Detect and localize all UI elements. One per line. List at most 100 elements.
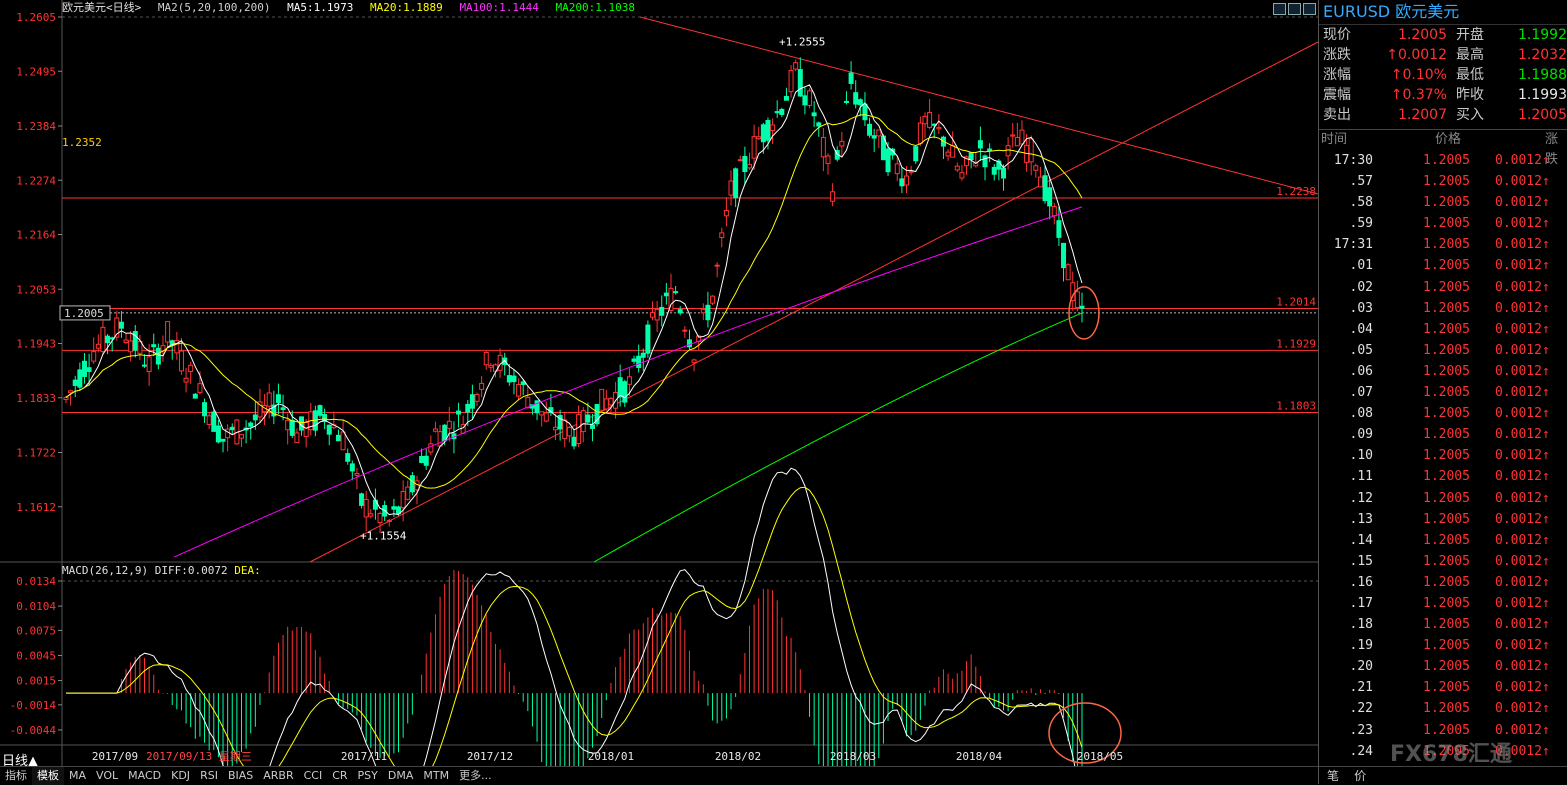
ticks-header-change: 涨跌 — [1545, 132, 1559, 167]
candle-body — [1014, 137, 1020, 147]
tab-cci[interactable]: CCI — [303, 769, 323, 782]
tick-row: .09 1.2005 0.0012↑ — [1319, 424, 1567, 445]
tab-kdj[interactable]: KDJ — [171, 769, 191, 782]
tick-price: 1.2005 — [1423, 195, 1470, 211]
candle-body — [118, 321, 124, 329]
candle-body — [322, 413, 328, 422]
candle-body — [765, 120, 771, 141]
candle-body — [733, 168, 739, 199]
candle-body — [289, 419, 295, 436]
candle-body — [174, 340, 180, 354]
tick-price: 1.2005 — [1423, 237, 1470, 253]
candle-body — [432, 428, 438, 432]
tick-change: 0.0012↑ — [1495, 574, 1550, 590]
tick-change: 0.0012↑ — [1495, 363, 1550, 379]
candle-body — [1079, 305, 1085, 309]
candle-body — [1056, 220, 1062, 238]
tick-change: 0.0012↑ — [1495, 258, 1550, 274]
quote-row: 震幅 ↑0.37% 昨收 1.1993 — [1319, 85, 1567, 105]
ma5-value: MA5:1.1973 — [287, 1, 354, 14]
y-tick-label: 1.1722 — [16, 447, 56, 460]
candle-body — [192, 393, 198, 399]
tab-psy[interactable]: PSY — [357, 769, 378, 782]
quote-value: 1.2032 — [1518, 47, 1567, 63]
tab-rsi[interactable]: RSI — [200, 769, 218, 782]
candle-body — [742, 156, 748, 173]
tick-price: 1.2005 — [1423, 321, 1470, 337]
tick-change: 0.0012↑ — [1495, 279, 1550, 295]
candle-body — [238, 434, 244, 439]
tab-macd[interactable]: MACD — [128, 769, 162, 782]
candle-body — [396, 506, 402, 515]
tick-row: .02 1.2005 0.0012↑ — [1319, 277, 1567, 298]
period-selector[interactable]: 日线▲ — [2, 754, 38, 769]
candle-body — [668, 287, 674, 311]
tick-change: 0.0012↑ — [1495, 617, 1550, 633]
tab-cr[interactable]: CR — [332, 769, 348, 782]
tick-row: .23 1.2005 0.0012↑ — [1319, 720, 1567, 741]
candle-body — [206, 415, 212, 425]
tick-row: .03 1.2005 0.0012↑ — [1319, 298, 1567, 319]
tick-change: 0.0012↑ — [1495, 406, 1550, 422]
tab-ma[interactable]: MA — [69, 769, 87, 782]
candle-body — [843, 100, 849, 103]
tab-template[interactable]: 模板 — [32, 767, 64, 785]
current-price-label: 1.2005 — [64, 307, 104, 320]
candle-body — [640, 352, 646, 358]
candle-body — [474, 393, 480, 402]
candle-body — [927, 112, 933, 128]
candle-body — [178, 350, 184, 372]
tick-row: .57 1.2005 0.0012↑ — [1319, 171, 1567, 192]
candle-body — [945, 151, 951, 157]
quote-panel: EURUSD 欧元美元 现价 1.2005 开盘 1.1992 涨跌 ↑0.0012 最高 1… — [1318, 0, 1567, 784]
tick-change: 0.0012↑ — [1495, 722, 1550, 738]
chart-area[interactable]: 1.2605 1.2495 1.2384 1.2274 1.2164 1.2053 1.19… — [0, 0, 1319, 785]
restore-icon[interactable] — [1273, 3, 1286, 15]
tick-list[interactable]: 17:30 1.2005 0.0012↑ .57 1.2005 0.0012↑ .58 1.2… — [1319, 150, 1567, 762]
candle-body — [686, 339, 692, 348]
tick-row: .05 1.2005 0.0012↑ — [1319, 340, 1567, 361]
tab-vol[interactable]: VOL — [96, 769, 119, 782]
candle-body — [705, 304, 711, 321]
candle-body — [908, 170, 914, 173]
candle-body — [1061, 242, 1067, 269]
tab-prices[interactable]: 价 — [1354, 769, 1367, 783]
ma200-value: MA200:1.1038 — [555, 1, 636, 14]
tick-change: 0.0012↑ — [1495, 427, 1550, 443]
candle-body — [165, 321, 171, 343]
candle-body — [543, 412, 549, 422]
tab-arbr[interactable]: ARBR — [263, 769, 294, 782]
tab-trades[interactable]: 笔 — [1327, 769, 1340, 783]
tick-row: .16 1.2005 0.0012↑ — [1319, 572, 1567, 593]
tab-mtm[interactable]: MTM — [423, 769, 450, 782]
candle-body — [728, 180, 734, 196]
quote-title: EURUSD 欧元美元 — [1319, 0, 1567, 25]
level-label: 1.1929 — [1276, 337, 1316, 350]
candle-body — [825, 155, 831, 164]
candle-body — [197, 383, 203, 393]
tick-row: .07 1.2005 0.0012↑ — [1319, 382, 1567, 403]
candle-body — [372, 499, 378, 510]
tab-dma[interactable]: DMA — [387, 769, 414, 782]
tab-indicator[interactable]: 指标 — [5, 769, 27, 782]
candle-body — [853, 92, 859, 105]
candle-body — [335, 434, 341, 442]
tick-price: 1.2005 — [1423, 595, 1470, 611]
candle-body — [317, 405, 323, 416]
close-icon[interactable] — [1303, 3, 1316, 15]
candle-body — [525, 396, 531, 409]
kline-chart[interactable]: 1.2605 1.2495 1.2384 1.2274 1.2164 1.2053 1.19… — [0, 0, 1319, 785]
tick-change: 0.0012↑ — [1495, 469, 1550, 485]
candle-body — [599, 388, 605, 411]
candle-body — [1037, 176, 1043, 188]
tab-more[interactable]: 更多... — [459, 769, 492, 782]
candle-body — [368, 513, 374, 517]
candle-body — [756, 136, 762, 140]
candle-body — [1010, 134, 1016, 137]
macd-legend: MACD(26,12,9) DIFF:0.0072 DEA: — [62, 564, 261, 578]
tab-bias[interactable]: BIAS — [227, 769, 254, 782]
maximize-icon[interactable] — [1288, 3, 1301, 15]
candle-body — [968, 152, 974, 161]
tick-change: 0.0012↑ — [1495, 237, 1550, 253]
candle-body — [710, 295, 716, 304]
